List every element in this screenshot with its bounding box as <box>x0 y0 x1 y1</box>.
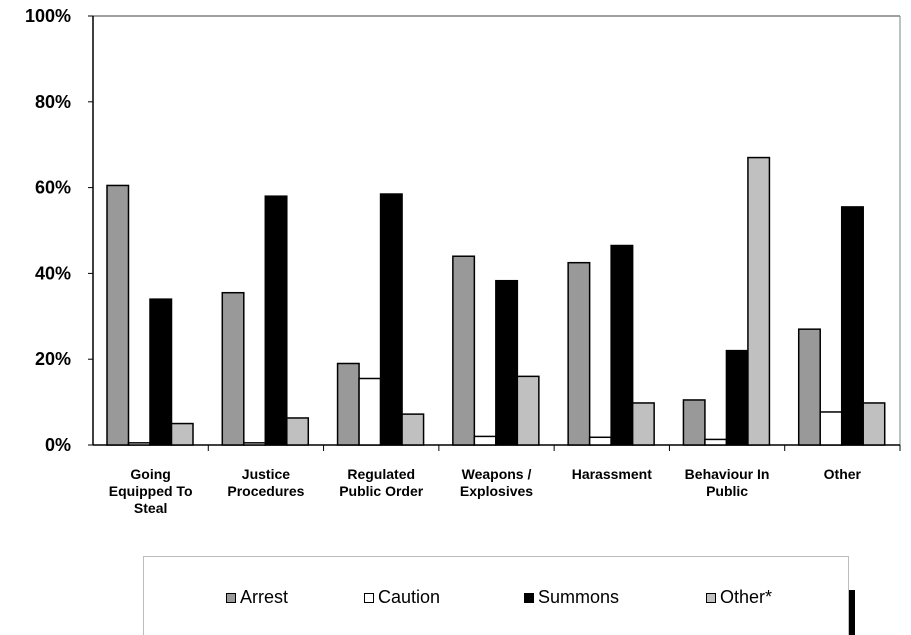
bar-caution-4 <box>473 435 497 446</box>
x-category-label-line: Behaviour In <box>685 466 770 482</box>
x-category-label-line: Steal <box>134 500 167 516</box>
bar-arrest-6 <box>682 399 706 446</box>
bar-arrest-3 <box>336 362 360 446</box>
legend-item: Other* <box>706 587 772 608</box>
legend-edge-decoration <box>849 590 855 635</box>
x-category-label: Behaviour In Public <box>685 466 770 499</box>
bar-arrest-5 <box>567 261 591 446</box>
bar-summons-2 <box>264 195 288 446</box>
bar-summons-4 <box>495 279 519 446</box>
bar-other-5 <box>631 402 655 446</box>
plot-area: 0% 20% 40% 60% 80% 100% Going Equipped To Steal J… <box>25 6 901 516</box>
legend-label: Other* <box>720 587 773 607</box>
x-category-label: Harassment <box>572 466 652 482</box>
bar-other-2 <box>286 417 310 446</box>
legend-item: Summons <box>524 587 619 608</box>
x-category-label-line: Procedures <box>227 483 304 499</box>
bar-summons-3 <box>379 193 403 446</box>
x-category-label-line: Public Order <box>339 483 424 499</box>
bar-other-7 <box>862 402 886 446</box>
x-category-label: Weapons / Explosives <box>460 466 533 499</box>
legend-item: Arrest <box>226 587 288 608</box>
legend-swatch-arrest <box>226 592 236 603</box>
bar-caution-3 <box>358 377 382 446</box>
x-category-label-line: Harassment <box>572 466 652 482</box>
bar-caution-2 <box>243 442 267 446</box>
legend-label: Summons <box>538 587 620 607</box>
bar-other-6 <box>747 156 771 446</box>
bar-other-3 <box>401 413 425 446</box>
x-category-label-line: Regulated <box>347 466 415 482</box>
x-category-label-line: Equipped To <box>109 483 193 499</box>
legend-swatch-caution <box>364 592 374 603</box>
y-tick-label: 40% <box>35 263 71 283</box>
bar-summons-6 <box>725 349 749 446</box>
y-tick-label: 20% <box>35 349 71 369</box>
legend-swatch-summons <box>524 592 534 603</box>
bar-caution-7 <box>819 411 843 446</box>
bar-caution-6 <box>704 438 728 446</box>
x-category-label-line: Public <box>706 483 748 499</box>
bar-caution-5 <box>588 436 612 446</box>
x-category-label: Justice Procedures <box>227 466 304 499</box>
x-category-label-line: Justice <box>242 466 290 482</box>
bar-arrest-4 <box>452 255 476 446</box>
x-category-label: Other <box>824 466 862 482</box>
bar-summons-5 <box>610 244 634 446</box>
bar-summons-1 <box>149 298 173 446</box>
legend-label: Arrest <box>240 587 289 607</box>
x-category-label: Regulated Public Order <box>339 466 424 499</box>
bar-caution-1 <box>127 442 151 446</box>
legend-swatch-other <box>706 592 716 603</box>
x-category-label-line: Weapons / <box>462 466 532 482</box>
chart-canvas: 0% 20% 40% 60% 80% 100% Going Equipped To Steal J… <box>25 6 901 516</box>
bar-arrest-2 <box>221 291 245 446</box>
y-tick-label: 60% <box>35 178 71 198</box>
x-category-label-line: Explosives <box>460 483 533 499</box>
x-category-label-line: Going <box>130 466 170 482</box>
x-category-label: Going Equipped To Steal <box>109 466 193 516</box>
legend-label: Caution <box>378 587 441 607</box>
y-tick-label: 80% <box>35 92 71 112</box>
legend-item: Caution <box>364 587 440 608</box>
legend: Arrest Caution Summons Other* <box>143 556 849 635</box>
bar-other-4 <box>516 375 540 446</box>
bar-arrest-1 <box>106 184 130 446</box>
bar-arrest-7 <box>797 328 821 446</box>
x-category-label-line: Other <box>824 466 862 482</box>
bar-summons-7 <box>840 206 864 446</box>
y-tick-label: 0% <box>45 435 71 455</box>
bar-other-1 <box>170 422 194 446</box>
y-tick-label: 100% <box>25 6 71 26</box>
